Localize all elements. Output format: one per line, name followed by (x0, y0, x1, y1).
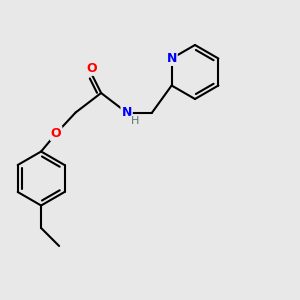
Text: N: N (167, 52, 177, 65)
Text: N: N (122, 106, 132, 119)
Text: O: O (87, 62, 98, 75)
Text: O: O (51, 127, 62, 140)
Text: H: H (131, 116, 139, 126)
